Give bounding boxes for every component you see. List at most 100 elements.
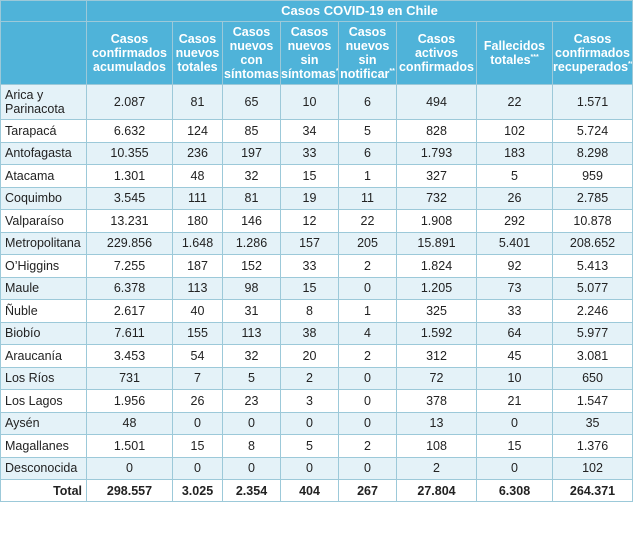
table-cell: 2.617: [86, 299, 173, 323]
table-cell: 157: [280, 231, 339, 255]
table-cell: 20: [280, 344, 339, 368]
column-header-label: Casos confirmados recuperados: [553, 32, 631, 74]
table-cell: 959: [551, 164, 634, 188]
total-cell: 27.804: [396, 479, 477, 502]
table-cell: 828: [396, 119, 477, 143]
table-cell: 73: [476, 276, 553, 300]
table-cell: 0: [338, 276, 397, 300]
table-cell: 81: [222, 186, 281, 210]
header-corner-cell: [0, 0, 87, 22]
table-cell: 0: [172, 456, 223, 480]
table-cell: 81: [172, 84, 223, 120]
table-cell: 124: [172, 119, 223, 143]
table-cell: 1.547: [551, 389, 634, 413]
column-header: Casos activos confirmados: [396, 21, 477, 85]
region-name: Los Lagos: [0, 389, 87, 413]
table-cell: 15: [172, 434, 223, 458]
region-name: Tarapacá: [0, 119, 87, 143]
table-cell: 152: [222, 254, 281, 278]
table-cell: 92: [476, 254, 553, 278]
region-name: Ñuble: [0, 299, 87, 323]
table-cell: 1.824: [396, 254, 477, 278]
table-cell: 22: [476, 84, 553, 120]
region-name: Coquimbo: [0, 186, 87, 210]
region-name: Metropolitana: [0, 231, 87, 255]
table-cell: 325: [396, 299, 477, 323]
region-name: Magallanes: [0, 434, 87, 458]
table-cell: 1.592: [396, 321, 477, 345]
table-cell: 1.571: [551, 84, 634, 120]
table-cell: 15: [280, 276, 339, 300]
table-cell: 10.355: [86, 141, 173, 165]
table-cell: 11: [338, 186, 397, 210]
table-cell: 1.301: [86, 164, 173, 188]
table-cell: 5: [280, 434, 339, 458]
table-row: Valparaíso 13.231 180 146 12 22 1.908 292 10.878: [0, 209, 634, 233]
table-cell: 10.878: [551, 209, 634, 233]
footnote-mark: **: [389, 67, 395, 75]
table-cell: 2: [338, 434, 397, 458]
table-cell: 205: [338, 231, 397, 255]
table-cell: 3.081: [551, 344, 634, 368]
column-header: Fallecidos totales***: [476, 21, 553, 85]
table-cell: 1.501: [86, 434, 173, 458]
table-cell: 0: [338, 456, 397, 480]
table-cell: 1.908: [396, 209, 477, 233]
table-cell: 45: [476, 344, 553, 368]
table-cell: 0: [338, 389, 397, 413]
total-cell: 6.308: [476, 479, 553, 502]
table-cell: 327: [396, 164, 477, 188]
table-row: O’Higgins 7.255 187 152 33 2 1.824 92 5.413: [0, 254, 634, 278]
region-name: Desconocida: [0, 456, 87, 480]
table-row: Arica y Parinacota 2.087 81 65 10 6 494 22 1.571: [0, 84, 634, 120]
table-cell: 6: [338, 84, 397, 120]
column-header: Casos nuevos sin síntomas*: [280, 21, 339, 85]
table-cell: 180: [172, 209, 223, 233]
column-header: Casos nuevos con síntomas: [222, 21, 281, 85]
table-cell: 1.793: [396, 141, 477, 165]
table-body: Arica y Parinacota 2.087 81 65 10 6 494 22 1.571…: [0, 84, 634, 502]
table-cell: 3: [280, 389, 339, 413]
table-cell: 31: [222, 299, 281, 323]
table-cell: 494: [396, 84, 477, 120]
table-cell: 98: [222, 276, 281, 300]
region-name: Aysén: [0, 411, 87, 435]
region-name: Araucanía: [0, 344, 87, 368]
table-cell: 236: [172, 141, 223, 165]
table-cell: 1: [338, 299, 397, 323]
table-cell: 0: [280, 411, 339, 435]
table-cell: 34: [280, 119, 339, 143]
table-cell: 5: [338, 119, 397, 143]
table-cell: 6: [338, 141, 397, 165]
footnote-mark: *: [335, 67, 339, 75]
region-name: Valparaíso: [0, 209, 87, 233]
table-cell: 0: [86, 456, 173, 480]
table-cell: 0: [476, 456, 553, 480]
column-header-label: Casos nuevos totales: [175, 32, 220, 74]
table-cell: 1.648: [172, 231, 223, 255]
table-cell: 12: [280, 209, 339, 233]
table-row: Ñuble 2.617 40 31 8 1 325 33 2.246: [0, 299, 634, 323]
total-cell: 267: [338, 479, 397, 502]
table-cell: 33: [280, 141, 339, 165]
table-cell: 33: [476, 299, 553, 323]
table-cell: 15.891: [396, 231, 477, 255]
table-cell: 1.956: [86, 389, 173, 413]
table-cell: 23: [222, 389, 281, 413]
table-row: Los Lagos 1.956 26 23 3 0 378 21 1.547: [0, 389, 634, 413]
region-name: Los Ríos: [0, 366, 87, 390]
table-cell: 7: [172, 366, 223, 390]
total-cell: 404: [280, 479, 339, 502]
table-cell: 15: [280, 164, 339, 188]
table-row: Araucanía 3.453 54 32 20 2 312 45 3.081: [0, 344, 634, 368]
table-cell: 731: [86, 366, 173, 390]
table-cell: 5.077: [551, 276, 634, 300]
table-cell: 2: [280, 366, 339, 390]
table-cell: 0: [338, 411, 397, 435]
column-header-row: Casos confirmados acumulados Casos nuevos…: [0, 21, 634, 85]
column-header-label: Casos nuevos sin notificar: [340, 25, 390, 81]
table-cell: 40: [172, 299, 223, 323]
table-cell: 0: [280, 456, 339, 480]
table-cell: 85: [222, 119, 281, 143]
table-cell: 32: [222, 164, 281, 188]
